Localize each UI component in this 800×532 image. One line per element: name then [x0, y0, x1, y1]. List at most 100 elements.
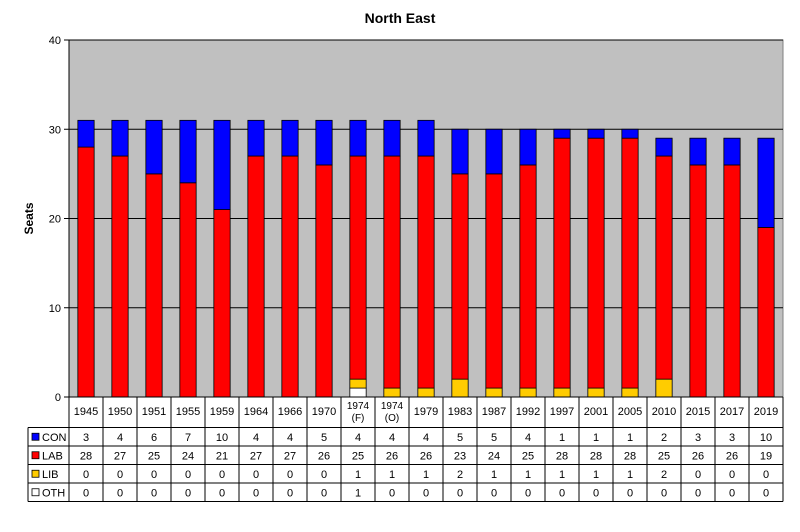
x-tick-label: (F)	[352, 413, 365, 424]
data-label-lib: 2	[661, 469, 667, 481]
bar-lab	[723, 164, 741, 398]
data-label-con: 1	[593, 432, 599, 444]
x-tick-label: 2010	[652, 406, 676, 418]
bar-lib	[485, 387, 503, 398]
data-label-oth: 0	[525, 487, 531, 499]
data-label-oth: 1	[355, 487, 361, 499]
data-label-con: 10	[760, 432, 772, 444]
bar-con	[77, 119, 95, 148]
x-tick-label: 1964	[244, 406, 268, 418]
bar-lab	[587, 137, 605, 389]
data-label-lab: 24	[488, 450, 500, 462]
data-label-lib: 0	[151, 469, 157, 481]
bar-lib	[417, 387, 435, 398]
y-axis-label: Seats	[22, 202, 36, 234]
data-label-con: 10	[216, 432, 228, 444]
legend-label-con: CON	[42, 432, 67, 444]
y-tick-label: 10	[49, 303, 61, 315]
legend-label-lib: LIB	[42, 469, 59, 481]
data-label-lib: 1	[355, 469, 361, 481]
chart-title: North East	[365, 10, 436, 26]
bar-lab	[77, 146, 95, 398]
data-label-lib: 0	[219, 469, 225, 481]
data-label-oth: 0	[219, 487, 225, 499]
x-tick-label: 1974	[347, 401, 370, 412]
data-label-oth: 0	[695, 487, 701, 499]
bar-con	[621, 128, 639, 139]
bar-lib	[621, 387, 639, 398]
data-label-con: 3	[695, 432, 701, 444]
data-label-lab: 24	[182, 450, 194, 462]
x-tick-label: 1950	[108, 406, 132, 418]
data-label-lib: 0	[83, 469, 89, 481]
x-tick-label: 1945	[74, 406, 98, 418]
data-label-lab: 26	[386, 450, 398, 462]
data-label-lab: 21	[216, 450, 228, 462]
data-label-lab: 19	[760, 450, 772, 462]
x-tick-label: 1970	[312, 406, 336, 418]
data-label-lab: 27	[284, 450, 296, 462]
bar-con	[349, 119, 367, 157]
bar-oth	[349, 387, 367, 398]
bar-con	[179, 119, 197, 184]
bar-lab	[519, 164, 537, 389]
data-label-oth: 0	[457, 487, 463, 499]
bar-lib	[349, 378, 367, 389]
x-tick-label: 2019	[754, 406, 778, 418]
data-label-lab: 28	[624, 450, 636, 462]
data-label-con: 7	[185, 432, 191, 444]
data-label-lab: 27	[114, 450, 126, 462]
data-label-lib: 0	[695, 469, 701, 481]
data-label-lab: 26	[692, 450, 704, 462]
data-label-lab: 28	[556, 450, 568, 462]
bar-con	[485, 128, 503, 175]
bar-lab	[451, 173, 469, 380]
bar-con	[315, 119, 333, 166]
bar-con	[145, 119, 163, 175]
data-label-con: 1	[559, 432, 565, 444]
y-tick-label: 40	[49, 35, 61, 47]
data-label-con: 5	[321, 432, 327, 444]
data-label-lib: 0	[253, 469, 259, 481]
data-label-lib: 0	[763, 469, 769, 481]
bar-con	[213, 119, 231, 210]
data-label-lab: 28	[80, 450, 92, 462]
bar-con	[247, 119, 265, 157]
data-label-con: 4	[423, 432, 429, 444]
x-tick-label: 1987	[482, 406, 506, 418]
bar-con	[553, 128, 571, 139]
data-label-lib: 1	[559, 469, 565, 481]
data-label-oth: 0	[321, 487, 327, 499]
data-label-oth: 0	[83, 487, 89, 499]
bar-lab	[621, 137, 639, 389]
bar-lab	[757, 227, 775, 398]
data-label-lab: 25	[658, 450, 670, 462]
bar-con	[281, 119, 299, 157]
data-label-con: 1	[627, 432, 633, 444]
bar-con	[383, 119, 401, 157]
data-label-con: 3	[83, 432, 89, 444]
legend-swatch-con	[31, 432, 40, 441]
x-tick-label: 2005	[618, 406, 642, 418]
bar-lib	[519, 387, 537, 398]
data-label-oth: 0	[627, 487, 633, 499]
y-tick-label: 30	[49, 124, 61, 136]
bar-lab	[485, 173, 503, 389]
legend-swatch-lab	[31, 451, 40, 460]
x-tick-label: 1959	[210, 406, 234, 418]
bar-con	[417, 119, 435, 157]
legend-label-lab: LAB	[42, 450, 63, 462]
x-tick-label: 2001	[584, 406, 608, 418]
data-label-con: 4	[389, 432, 395, 444]
bar-lab	[145, 173, 163, 398]
x-tick-label: 1997	[550, 406, 574, 418]
data-label-con: 5	[491, 432, 497, 444]
x-tick-label: 1983	[448, 406, 472, 418]
data-label-lab: 26	[420, 450, 432, 462]
data-label-lab: 28	[590, 450, 602, 462]
bar-lab	[247, 155, 265, 398]
bar-lab	[553, 137, 571, 389]
data-label-lib: 2	[457, 469, 463, 481]
